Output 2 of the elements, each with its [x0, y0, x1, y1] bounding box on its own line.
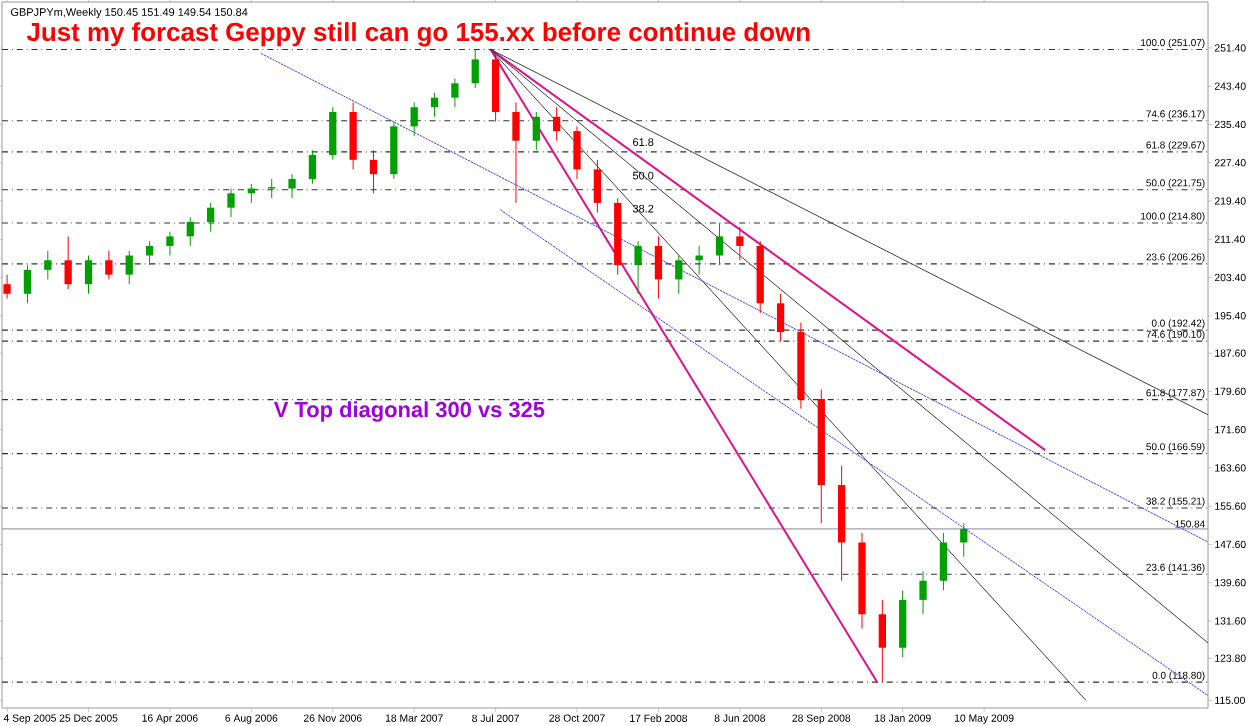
annotation: V Top diagonal 300 vs 325 — [273, 401, 545, 422]
text: Just my forcast Geppy still can go 155.xx before continue down — [26, 22, 810, 47]
